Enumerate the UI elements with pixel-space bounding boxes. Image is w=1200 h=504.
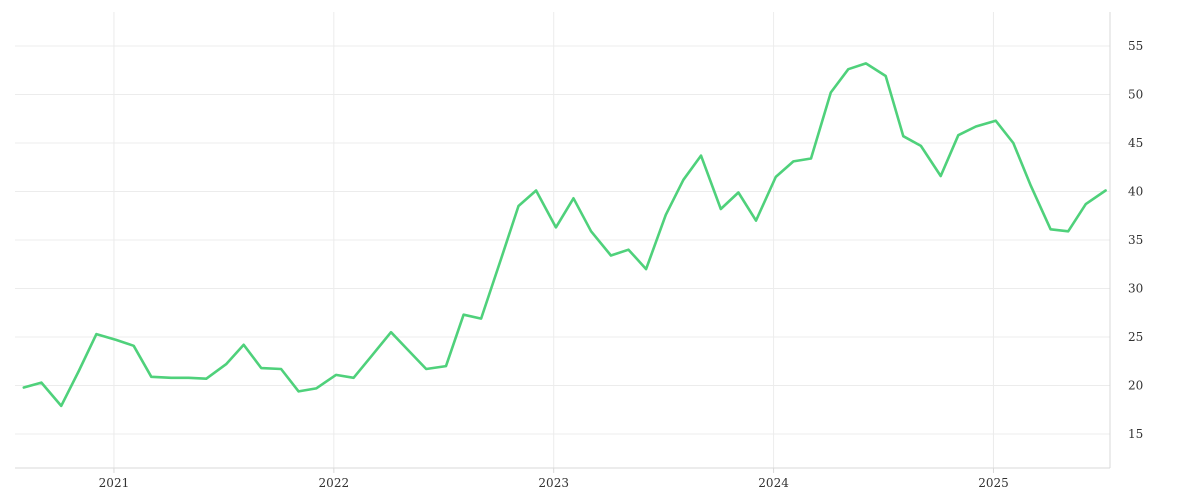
x-tick-label: 2021 xyxy=(99,476,130,490)
y-tick-label: 40 xyxy=(1128,184,1143,198)
series-line xyxy=(22,62,1107,408)
x-tick-label: 2023 xyxy=(538,476,569,490)
y-tick-label: 25 xyxy=(1128,330,1143,344)
y-tick-label: 30 xyxy=(1128,282,1143,296)
x-tick-label: 2025 xyxy=(978,476,1009,490)
grid-lines xyxy=(15,12,1110,468)
series-layer xyxy=(22,62,1107,408)
y-tick-label: 20 xyxy=(1128,379,1143,393)
y-tick-label: 45 xyxy=(1128,136,1143,150)
y-tick-label: 55 xyxy=(1128,39,1143,53)
y-tick-label: 15 xyxy=(1128,427,1143,441)
y-tick-label: 50 xyxy=(1128,87,1143,101)
axes xyxy=(15,12,1111,473)
x-tick-label: 2022 xyxy=(319,476,350,490)
x-tick-label: 2024 xyxy=(758,476,789,490)
y-tick-label: 35 xyxy=(1128,233,1143,247)
